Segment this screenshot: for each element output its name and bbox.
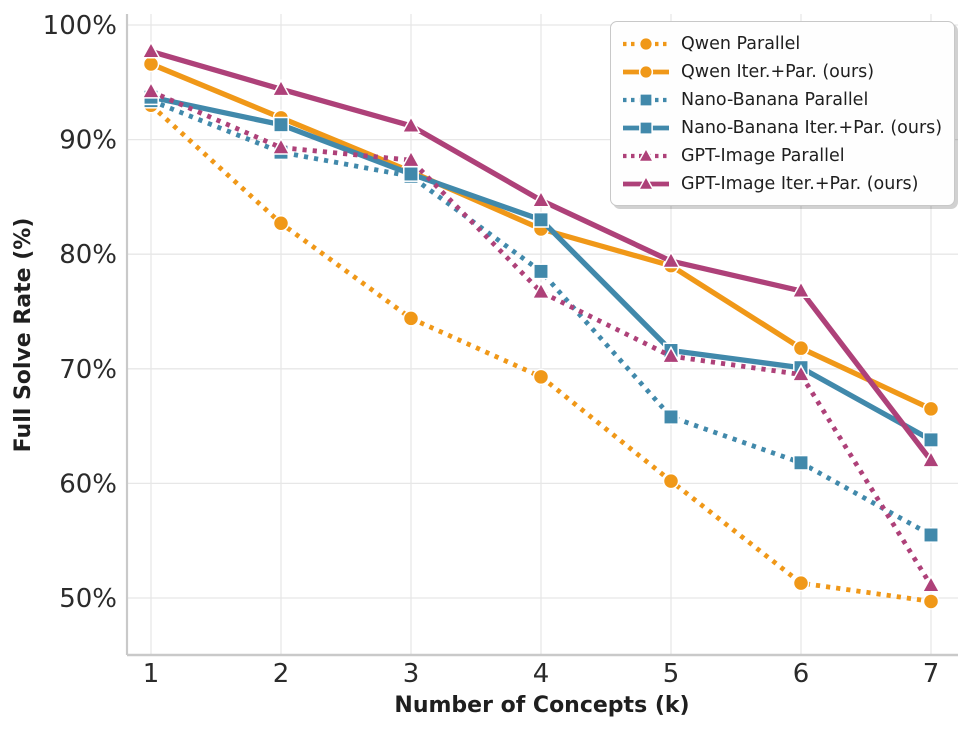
circle-marker bbox=[922, 400, 940, 418]
triangle-marker bbox=[141, 41, 161, 59]
legend-label: Nano-Banana Iter.+Par. (ours) bbox=[681, 117, 943, 138]
y-tick-label: 50% bbox=[59, 584, 117, 614]
triangle-marker bbox=[637, 146, 655, 162]
x-tick-label: 6 bbox=[793, 659, 810, 689]
legend-label: Qwen Parallel bbox=[681, 33, 801, 54]
triangle-marker bbox=[661, 250, 681, 269]
legend-sample-circle-icon bbox=[623, 64, 669, 79]
legend-sample-square-icon bbox=[623, 92, 669, 107]
square-marker bbox=[663, 408, 679, 425]
square-marker bbox=[403, 166, 419, 182]
circle-marker bbox=[638, 36, 654, 51]
x-tick-label: 4 bbox=[533, 659, 550, 689]
series bbox=[141, 41, 941, 468]
x-axis-label: Number of Concepts (k) bbox=[394, 693, 689, 718]
legend-label: Qwen Iter.+Par. (ours) bbox=[681, 61, 875, 82]
triangle-marker bbox=[791, 280, 811, 299]
x-tick-label: 2 bbox=[273, 659, 290, 689]
legend-item: GPT-Image Parallel bbox=[621, 143, 942, 168]
square-marker bbox=[273, 116, 289, 133]
triangle-marker bbox=[531, 281, 551, 300]
square-marker bbox=[639, 120, 653, 135]
legend-label: Nano-Banana Parallel bbox=[681, 89, 869, 110]
y-tick-label: 70% bbox=[59, 355, 117, 385]
circle-marker bbox=[142, 55, 160, 73]
x-tick-label: 3 bbox=[403, 659, 420, 689]
y-tick-label: 60% bbox=[59, 469, 117, 499]
data-series bbox=[141, 41, 941, 610]
x-tick-label: 1 bbox=[143, 659, 160, 689]
square-marker bbox=[533, 263, 549, 280]
triangle-marker bbox=[401, 149, 421, 168]
triangle-marker bbox=[531, 189, 551, 208]
chart-legend: Qwen Parallel Qwen Iter.+Par. (ours) Nano-… bbox=[610, 21, 955, 206]
circle-marker bbox=[532, 368, 550, 386]
legend-item: Qwen Iter.+Par. (ours) bbox=[621, 59, 942, 84]
circle-marker bbox=[272, 215, 290, 232]
x-tick-label: 7 bbox=[923, 659, 940, 689]
legend-item: GPT-Image Iter.+Par. (ours) bbox=[621, 171, 942, 196]
triangle-marker bbox=[661, 345, 681, 364]
legend-label: GPT-Image Iter.+Par. (ours) bbox=[681, 173, 919, 194]
circle-marker bbox=[402, 310, 420, 327]
square-marker bbox=[923, 527, 939, 543]
square-marker bbox=[923, 431, 939, 448]
y-tick-label: 80% bbox=[59, 240, 117, 270]
square-marker bbox=[639, 92, 653, 107]
legend-item: Nano-Banana Iter.+Par. (ours) bbox=[621, 115, 942, 140]
legend-sample-triangle-icon bbox=[623, 146, 669, 162]
tick-labels: 50% 60% 70% 80% 90% 100% 1 2 3 4 5 6 7 bbox=[43, 11, 940, 689]
triangle-marker bbox=[921, 450, 941, 468]
circle-marker bbox=[662, 472, 680, 490]
legend-sample-circle-icon bbox=[623, 36, 669, 51]
legend-item: Qwen Parallel bbox=[621, 31, 942, 56]
legend-item: Nano-Banana Parallel bbox=[621, 87, 942, 112]
circle-marker bbox=[638, 64, 654, 79]
square-marker bbox=[793, 454, 809, 471]
circle-marker bbox=[922, 593, 940, 610]
y-axis-label: Full Solve Rate (%) bbox=[11, 218, 36, 453]
legend-label: GPT-Image Parallel bbox=[681, 145, 845, 166]
square-marker bbox=[533, 211, 549, 228]
x-tick-label: 5 bbox=[663, 659, 680, 689]
triangle-marker bbox=[921, 575, 941, 593]
triangle-marker bbox=[791, 364, 811, 382]
triangle-marker bbox=[401, 115, 421, 133]
y-tick-label: 100% bbox=[43, 11, 117, 41]
triangle-marker bbox=[637, 174, 655, 190]
legend-sample-square-icon bbox=[623, 120, 669, 135]
circle-marker bbox=[792, 574, 810, 592]
circle-marker bbox=[792, 339, 810, 357]
triangle-marker bbox=[271, 137, 291, 155]
y-tick-label: 90% bbox=[59, 126, 117, 156]
triangle-marker bbox=[141, 81, 161, 99]
series bbox=[141, 81, 941, 593]
triangle-marker bbox=[271, 78, 291, 97]
legend-sample-triangle-icon bbox=[623, 174, 669, 190]
axis-spines bbox=[125, 14, 958, 657]
